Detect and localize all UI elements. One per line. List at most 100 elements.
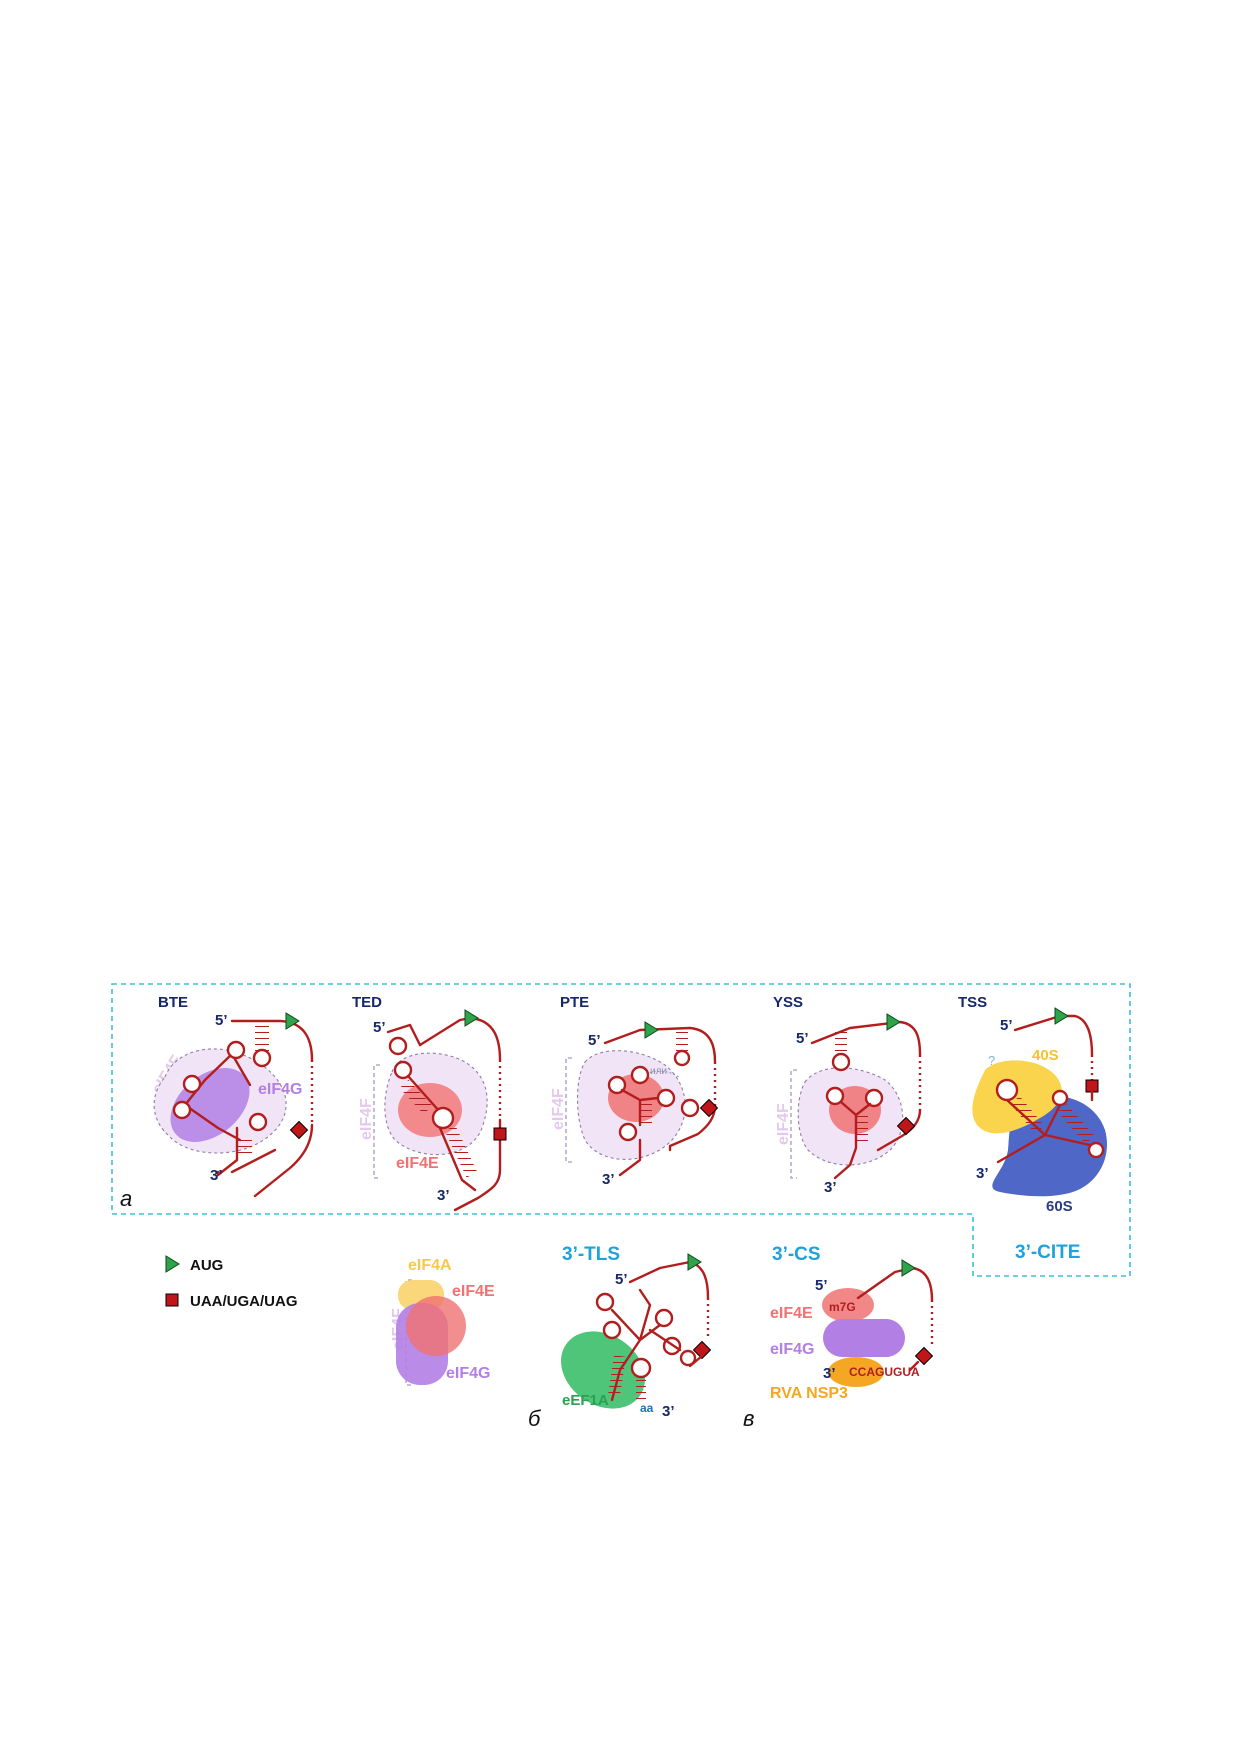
60s-label: 60S	[1046, 1198, 1073, 1215]
eif4f-label: eIF4F	[550, 1088, 567, 1130]
hairpin-loop	[1087, 1141, 1105, 1159]
nsp3-shape	[828, 1357, 884, 1387]
five-prime-label: 5’	[1000, 1017, 1013, 1034]
hairpin-stem	[608, 1355, 626, 1396]
eif4g-shape	[823, 1319, 905, 1357]
ted-title: TED	[352, 994, 382, 1011]
stop-codon-icon	[692, 1340, 712, 1360]
tss-element: TSS 40S 60S ? 5’ 3’	[958, 994, 1107, 1215]
eif4a-label: eIF4A	[408, 1257, 452, 1274]
hairpin-loop	[248, 1112, 268, 1132]
yss-element: YSS eIF4F 5’ 3’	[773, 994, 922, 1196]
stop-codon-icon	[914, 1346, 934, 1366]
tls-title: 3’-TLS	[562, 1244, 620, 1265]
stop-codon-icon	[165, 1293, 179, 1307]
eef1a-shape	[561, 1331, 645, 1409]
start-codon-icon	[644, 1021, 659, 1039]
eif4f-bracket	[373, 1064, 380, 1179]
rna-strand	[1013, 1014, 1094, 1057]
three-prime-label: 3’	[602, 1171, 615, 1188]
bte-element: BTE eIF4F eIF4G 5’ 3’	[149, 994, 314, 1198]
panel-c-label: в	[743, 1406, 754, 1431]
rna-strand	[908, 1360, 920, 1372]
rna-strand	[453, 1118, 502, 1212]
five-prime-label: 5’	[215, 1012, 228, 1029]
hairpin-loop	[252, 1048, 272, 1068]
bte-title: BTE	[158, 994, 188, 1011]
stop-codon-icon	[493, 1127, 507, 1141]
hairpin-loop	[388, 1036, 408, 1056]
start-codon-icon	[285, 1012, 300, 1030]
start-codon-icon	[886, 1013, 901, 1031]
hairpin-stem	[1057, 1104, 1095, 1144]
start-codon-icon	[1054, 1007, 1069, 1025]
ted-element: TED eIF4F eIF4E 5’ 3’	[352, 994, 507, 1212]
rna-strand	[603, 1026, 717, 1064]
rna-strand	[438, 1126, 477, 1192]
tls-element: 3’-TLS eEF1A aa 5’ 3’	[561, 1244, 712, 1420]
start-codon-icon	[464, 1009, 479, 1027]
hairpin-loop	[825, 1086, 845, 1106]
cite-group-frame	[111, 983, 1131, 1277]
five-prime-label: 5’	[588, 1032, 601, 1049]
hairpin-loop	[602, 1320, 622, 1340]
cite-group-label: 3’-CITE	[1015, 1242, 1080, 1263]
pte-title: PTE	[560, 994, 589, 1011]
eif4g-label: eIF4G	[258, 1081, 302, 1098]
panel-b-label: б	[528, 1406, 542, 1431]
three-prime-label: 3’	[823, 1365, 836, 1382]
hairpin-loop	[607, 1075, 627, 1095]
pte-element: PTE eIF4F 5’ или 3’	[550, 994, 719, 1188]
five-prime-label: 5’	[815, 1277, 828, 1294]
stop-codon-icon	[1085, 1079, 1099, 1093]
rna-strand	[216, 1126, 239, 1177]
legend: AUG UAA/UGA/UAG	[165, 1255, 298, 1310]
hairpin-loop	[618, 1122, 638, 1142]
start-codon-icon	[901, 1259, 916, 1277]
tss-title: TSS	[958, 994, 987, 1011]
hairpin-loop	[630, 1357, 652, 1379]
40s-label: 40S	[1032, 1047, 1059, 1064]
hairpin-stem	[856, 1115, 868, 1145]
three-prime-label: 3’	[824, 1179, 837, 1196]
question-mark: ?	[988, 1053, 995, 1068]
yss-title: YSS	[773, 994, 803, 1011]
or-label: или	[650, 1066, 667, 1077]
three-prime-label: 3’	[662, 1403, 675, 1420]
rna-strand	[810, 1020, 922, 1057]
hairpin-loop	[172, 1100, 192, 1120]
eif4e-shape	[406, 1296, 466, 1356]
eif4f-label: eIF4F	[775, 1103, 792, 1145]
hairpin-loop	[679, 1349, 697, 1367]
eif4f-label: eIF4F	[358, 1098, 375, 1140]
hairpin-loop	[680, 1098, 700, 1118]
hairpin-loop	[673, 1049, 691, 1067]
m7g-label: m7G	[829, 1300, 856, 1314]
start-codon-icon	[165, 1255, 180, 1273]
legend-start-label: AUG	[190, 1257, 223, 1274]
eif4f-composition: eIF4A eIF4F eIF4E eIF4G	[390, 1257, 495, 1386]
hairpin-loop	[995, 1078, 1019, 1102]
hairpin-loop	[182, 1074, 202, 1094]
eif4g-label: eIF4G	[446, 1365, 490, 1382]
40s-subunit	[972, 1060, 1062, 1134]
rna-strand	[230, 1148, 277, 1174]
stop-codon-icon	[699, 1098, 719, 1118]
hairpin-loop	[656, 1088, 676, 1108]
eif4e-label: eIF4E	[770, 1305, 813, 1322]
hairpin-stem	[676, 1030, 688, 1052]
stop-codon-icon	[896, 1116, 916, 1136]
rna-strand	[386, 1023, 422, 1047]
hairpin-loop	[595, 1292, 615, 1312]
sequence-label: CCAGUGUA	[849, 1365, 920, 1379]
three-prime-label: 3’	[437, 1187, 450, 1204]
hairpin-loop	[831, 1052, 851, 1072]
three-prime-label: 3’	[210, 1167, 223, 1184]
hairpin-stem	[255, 1023, 269, 1051]
hairpin-stem	[238, 1135, 252, 1157]
hairpin-stem	[399, 1079, 433, 1115]
eif4e-label: eIF4E	[396, 1155, 439, 1172]
rna-strand	[406, 1074, 442, 1114]
cs-title: 3’-CS	[772, 1244, 821, 1265]
